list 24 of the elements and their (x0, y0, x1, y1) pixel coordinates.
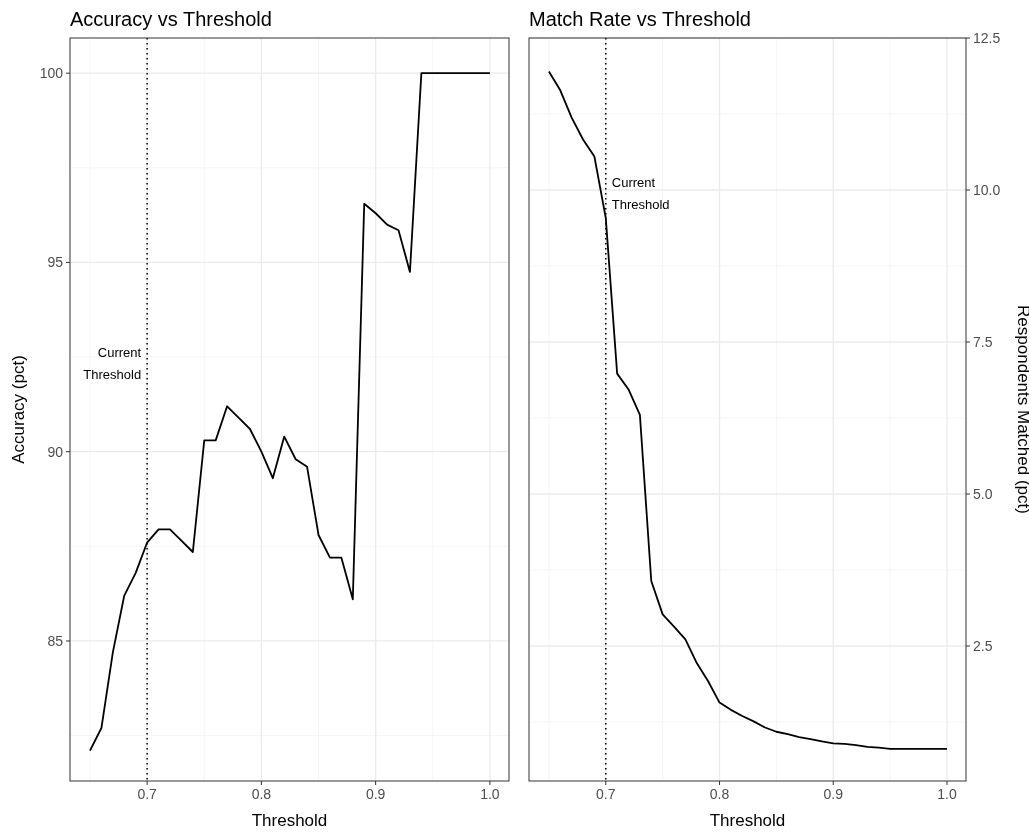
y2-tick-label: 10.0 (973, 182, 1001, 198)
x-tick-label: 0.8 (709, 786, 730, 802)
x-tick-label: 0.9 (365, 786, 386, 802)
ref-line-label: Current Threshold (611, 174, 670, 212)
y2-tick-label: 7.5 (973, 334, 993, 351)
x-tick-label: 1.0 (937, 786, 957, 802)
x-tick-label: 0.7 (137, 786, 158, 802)
chart-title: Accuracy vs Threshold (70, 8, 272, 30)
chart-title: Match Rate vs Threshold (529, 8, 751, 30)
y2-tick-label: 2.5 (973, 638, 993, 655)
y-tick-label: 85 (47, 632, 64, 649)
y-tick-label: 100 (39, 65, 64, 82)
y-tick-label: 95 (47, 254, 64, 271)
ref-line-label: Current Threshold (83, 345, 142, 383)
x-axis-title: Threshold (709, 811, 786, 830)
x-tick-label: 0.8 (251, 786, 272, 802)
y-tick-label: 90 (47, 443, 64, 460)
y2-tick-label: 12.5 (973, 30, 1001, 46)
y2-tick-label: 5.0 (973, 486, 993, 503)
x-tick-label: 0.9 (823, 786, 844, 802)
x-axis-title: Threshold (251, 811, 328, 830)
y-axis-title: Accuracy (pct) (9, 355, 28, 464)
x-tick-label: 1.0 (480, 786, 500, 802)
x-tick-label: 0.7 (596, 786, 616, 802)
